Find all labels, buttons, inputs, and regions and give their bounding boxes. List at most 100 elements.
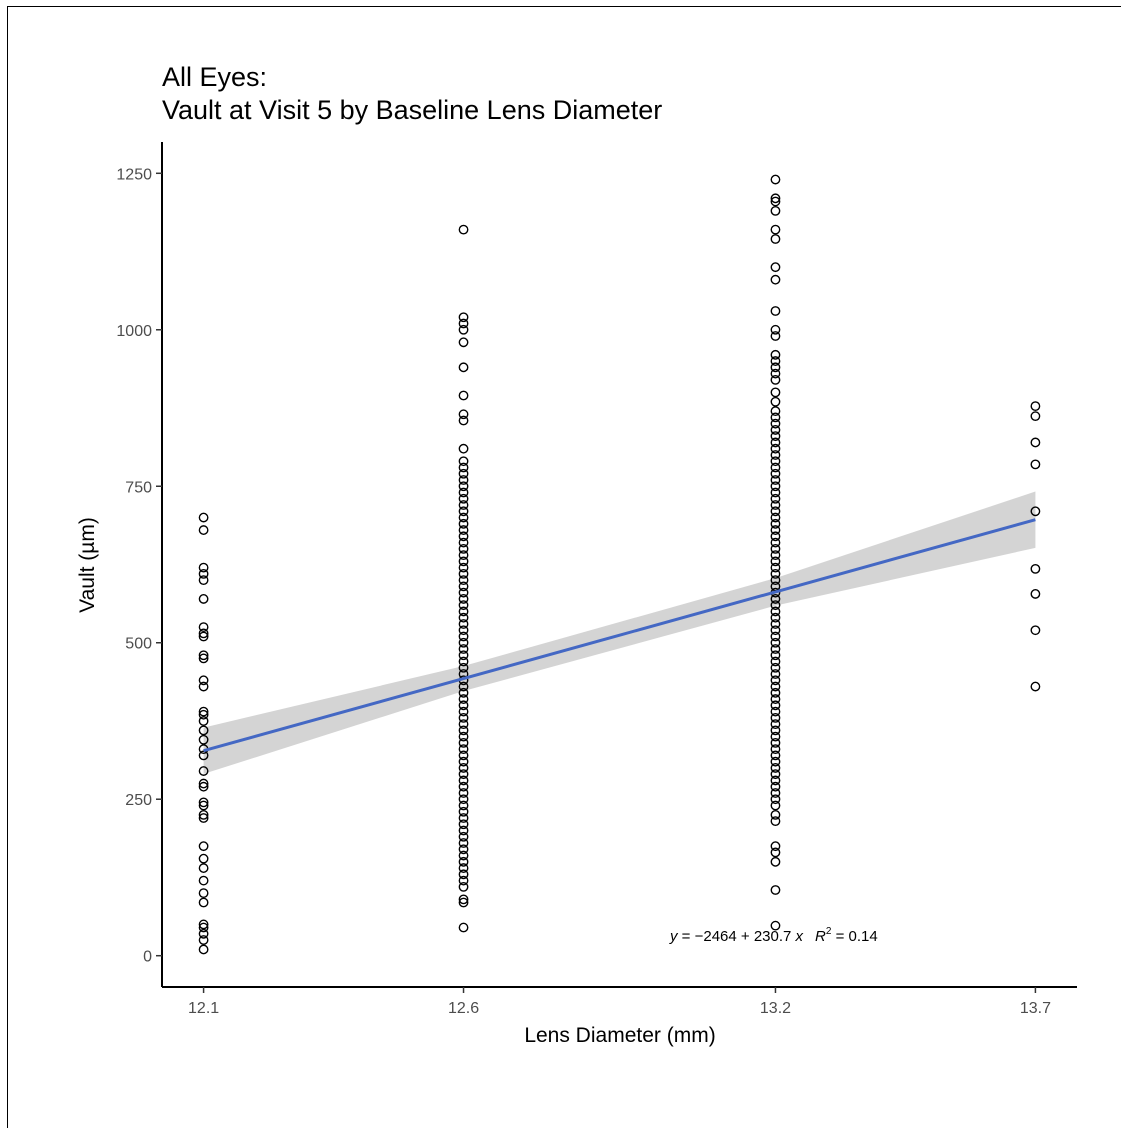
data-point xyxy=(770,224,781,235)
x-axis-ticks: 12.1 12.6 13.2 13.7 xyxy=(188,987,1051,1017)
data-point xyxy=(458,694,469,704)
data-point xyxy=(458,409,469,420)
data-point xyxy=(458,712,469,723)
data-point xyxy=(458,487,469,498)
data-point xyxy=(198,897,209,908)
data-point xyxy=(770,662,781,673)
data-point xyxy=(770,594,781,604)
data-point xyxy=(770,841,781,852)
data-point xyxy=(770,731,781,742)
data-point xyxy=(770,537,781,548)
data-point xyxy=(770,196,781,207)
data-point xyxy=(198,800,209,811)
data-point xyxy=(458,894,469,905)
data-point xyxy=(198,766,209,776)
data-point xyxy=(770,493,781,504)
data-point xyxy=(198,650,209,661)
data-point xyxy=(458,312,469,323)
data-point xyxy=(770,349,781,360)
y-tick-label: 1000 xyxy=(116,323,152,340)
data-point xyxy=(770,847,781,858)
figure-frame xyxy=(7,6,1121,1128)
data-point xyxy=(770,437,781,448)
data-point xyxy=(770,650,781,661)
data-point xyxy=(458,744,469,755)
data-point xyxy=(770,456,781,467)
data-point xyxy=(458,575,469,586)
data-point xyxy=(198,734,209,745)
data-point xyxy=(458,656,469,667)
data-point xyxy=(458,838,469,848)
data-point xyxy=(458,324,469,335)
data-point xyxy=(458,850,469,861)
data-point xyxy=(770,769,781,780)
data-point xyxy=(770,562,781,573)
data-point xyxy=(770,362,781,373)
data-point xyxy=(770,809,781,820)
data-point xyxy=(198,944,209,955)
data-point xyxy=(458,737,469,748)
data-point xyxy=(198,562,209,573)
data-point xyxy=(458,594,469,604)
data-point xyxy=(458,543,469,554)
x-tick-label: 13.7 xyxy=(1020,1000,1051,1017)
data-point xyxy=(770,750,781,761)
data-point xyxy=(770,462,781,473)
data-point xyxy=(770,763,781,773)
data-point xyxy=(458,512,469,523)
data-point xyxy=(458,897,469,908)
x-tick-label: 12.6 xyxy=(448,1000,479,1017)
data-point xyxy=(1030,681,1041,692)
data-point xyxy=(770,637,781,648)
x-axis-title: Lens Diameter (mm) xyxy=(524,1024,715,1047)
data-point xyxy=(458,662,469,673)
x-tick-label: 13.2 xyxy=(760,1000,791,1017)
chart-title: All Eyes: xyxy=(162,62,267,92)
data-point xyxy=(770,656,781,667)
data-point xyxy=(458,493,469,504)
data-point xyxy=(770,406,781,417)
data-point xyxy=(1030,625,1041,636)
data-point xyxy=(770,816,781,827)
data-point xyxy=(458,506,469,517)
data-point xyxy=(770,625,781,636)
data-point xyxy=(458,750,469,761)
data-point xyxy=(458,224,469,235)
data-point xyxy=(770,396,781,407)
confidence-band xyxy=(203,491,1036,774)
data-point xyxy=(458,568,469,579)
data-point xyxy=(458,625,469,636)
data-point xyxy=(198,631,209,642)
data-point xyxy=(770,744,781,755)
data-point xyxy=(770,274,781,285)
data-point xyxy=(458,637,469,648)
data-point xyxy=(458,922,469,933)
data-point xyxy=(458,456,469,467)
data-point xyxy=(198,853,209,864)
data-point xyxy=(458,700,469,711)
chart-subtitle: Vault at Visit 5 by Baseline Lens Diamet… xyxy=(162,95,662,125)
data-point xyxy=(458,362,469,373)
data-point xyxy=(770,725,781,736)
data-point xyxy=(198,716,209,726)
data-point xyxy=(198,888,209,899)
data-point xyxy=(458,706,469,717)
data-point xyxy=(458,725,469,736)
data-point xyxy=(770,356,781,366)
data-point xyxy=(458,756,469,767)
data-point xyxy=(770,669,781,679)
y-axis-title: Vault (µm) xyxy=(76,517,99,613)
data-point xyxy=(198,594,209,604)
data-point xyxy=(458,769,469,780)
data-point xyxy=(458,781,469,792)
data-point xyxy=(458,562,469,573)
data-point xyxy=(458,550,469,561)
data-point xyxy=(770,506,781,517)
data-point xyxy=(1030,401,1041,412)
data-point xyxy=(770,737,781,748)
data-point xyxy=(770,556,781,567)
data-point xyxy=(770,550,781,561)
x-tick-label: 12.1 xyxy=(188,1000,219,1017)
data-point xyxy=(458,537,469,548)
data-point xyxy=(198,512,209,523)
